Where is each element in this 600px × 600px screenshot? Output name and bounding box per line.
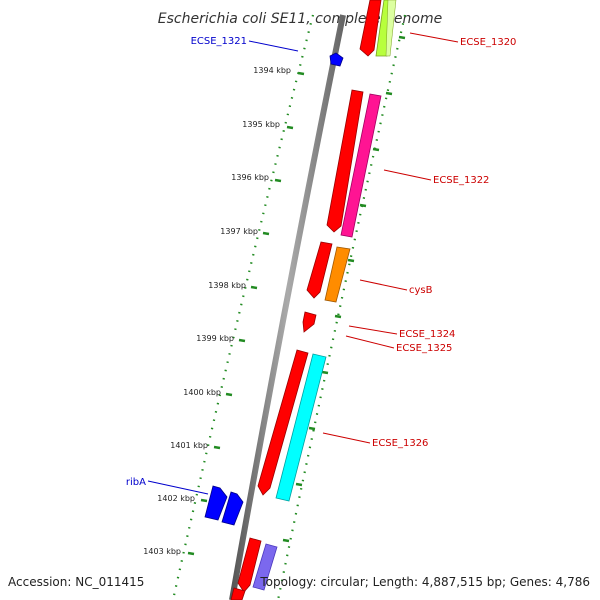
- gene-feature-lavender[interactable]: [252, 543, 278, 591]
- gene-feature-magenta[interactable]: [340, 93, 382, 238]
- gene-feature-red[interactable]: [326, 89, 364, 233]
- gene-feature-blue[interactable]: [221, 491, 244, 526]
- genome-summary-text: Topology: circular; Length: 4,887,515 bp…: [259, 575, 590, 589]
- gene-label-ecse-1326[interactable]: ECSE_1326: [372, 438, 428, 449]
- gene-label-ecse-1321[interactable]: ECSE_1321: [191, 36, 247, 47]
- gene-feature-lime-light[interactable]: [385, 0, 397, 57]
- gene-feature-ecse-1324[interactable]: [302, 311, 317, 333]
- genome-backbone: [229, 14, 346, 600]
- gene-label-ecse-1322[interactable]: ECSE_1322: [433, 175, 489, 186]
- kbp-label: 1401 kbp: [170, 441, 208, 450]
- gene-feature-red[interactable]: [230, 587, 246, 600]
- gene-label-cysB[interactable]: cysB: [409, 285, 433, 296]
- gene-feature-cyan[interactable]: [275, 353, 327, 502]
- kbp-label: 1394 kbp: [253, 66, 291, 75]
- gene-feature-red[interactable]: [237, 537, 262, 593]
- kbp-label: 1403 kbp: [143, 547, 181, 556]
- inner-dotted-track: [171, 14, 315, 600]
- outer-track-dashes: [282, 35, 406, 543]
- kbp-label: 1398 kbp: [208, 281, 246, 290]
- leader-lines: [147, 32, 459, 495]
- gene-label-ecse-1324[interactable]: ECSE_1324: [399, 329, 455, 340]
- gene-feature-red[interactable]: [306, 241, 333, 299]
- gene-feature-red[interactable]: [257, 349, 309, 496]
- kbp-labels: 1394 kbp 1395 kbp 1396 kbp 1397 kbp 1398…: [143, 66, 291, 556]
- gene-feature-ecse-1320[interactable]: [359, 0, 382, 57]
- gene-label-ecse-1325[interactable]: ECSE_1325: [396, 343, 452, 354]
- kbp-label: 1396 kbp: [231, 173, 269, 182]
- kbp-label: 1399 kbp: [196, 334, 234, 343]
- gene-feature-ecse-1321[interactable]: [329, 52, 344, 67]
- kbp-label: 1397 kbp: [220, 227, 258, 236]
- gene-label-ecse-1320[interactable]: ECSE_1320: [460, 37, 516, 48]
- kbp-tick-dashes: [187, 71, 305, 556]
- gene-feature-ribA[interactable]: [204, 485, 228, 521]
- gene-label-ribA[interactable]: ribA: [126, 477, 146, 488]
- map-title: Escherichia coli SE11, complete genome: [158, 11, 442, 27]
- kbp-label: 1402 kbp: [157, 494, 195, 503]
- accession-text: Accession: NC_011415: [8, 575, 144, 589]
- gene-feature-cysB[interactable]: [324, 246, 351, 303]
- kbp-label: 1400 kbp: [183, 388, 221, 397]
- outer-dotted-track: [276, 14, 407, 600]
- kbp-label: 1395 kbp: [242, 120, 280, 129]
